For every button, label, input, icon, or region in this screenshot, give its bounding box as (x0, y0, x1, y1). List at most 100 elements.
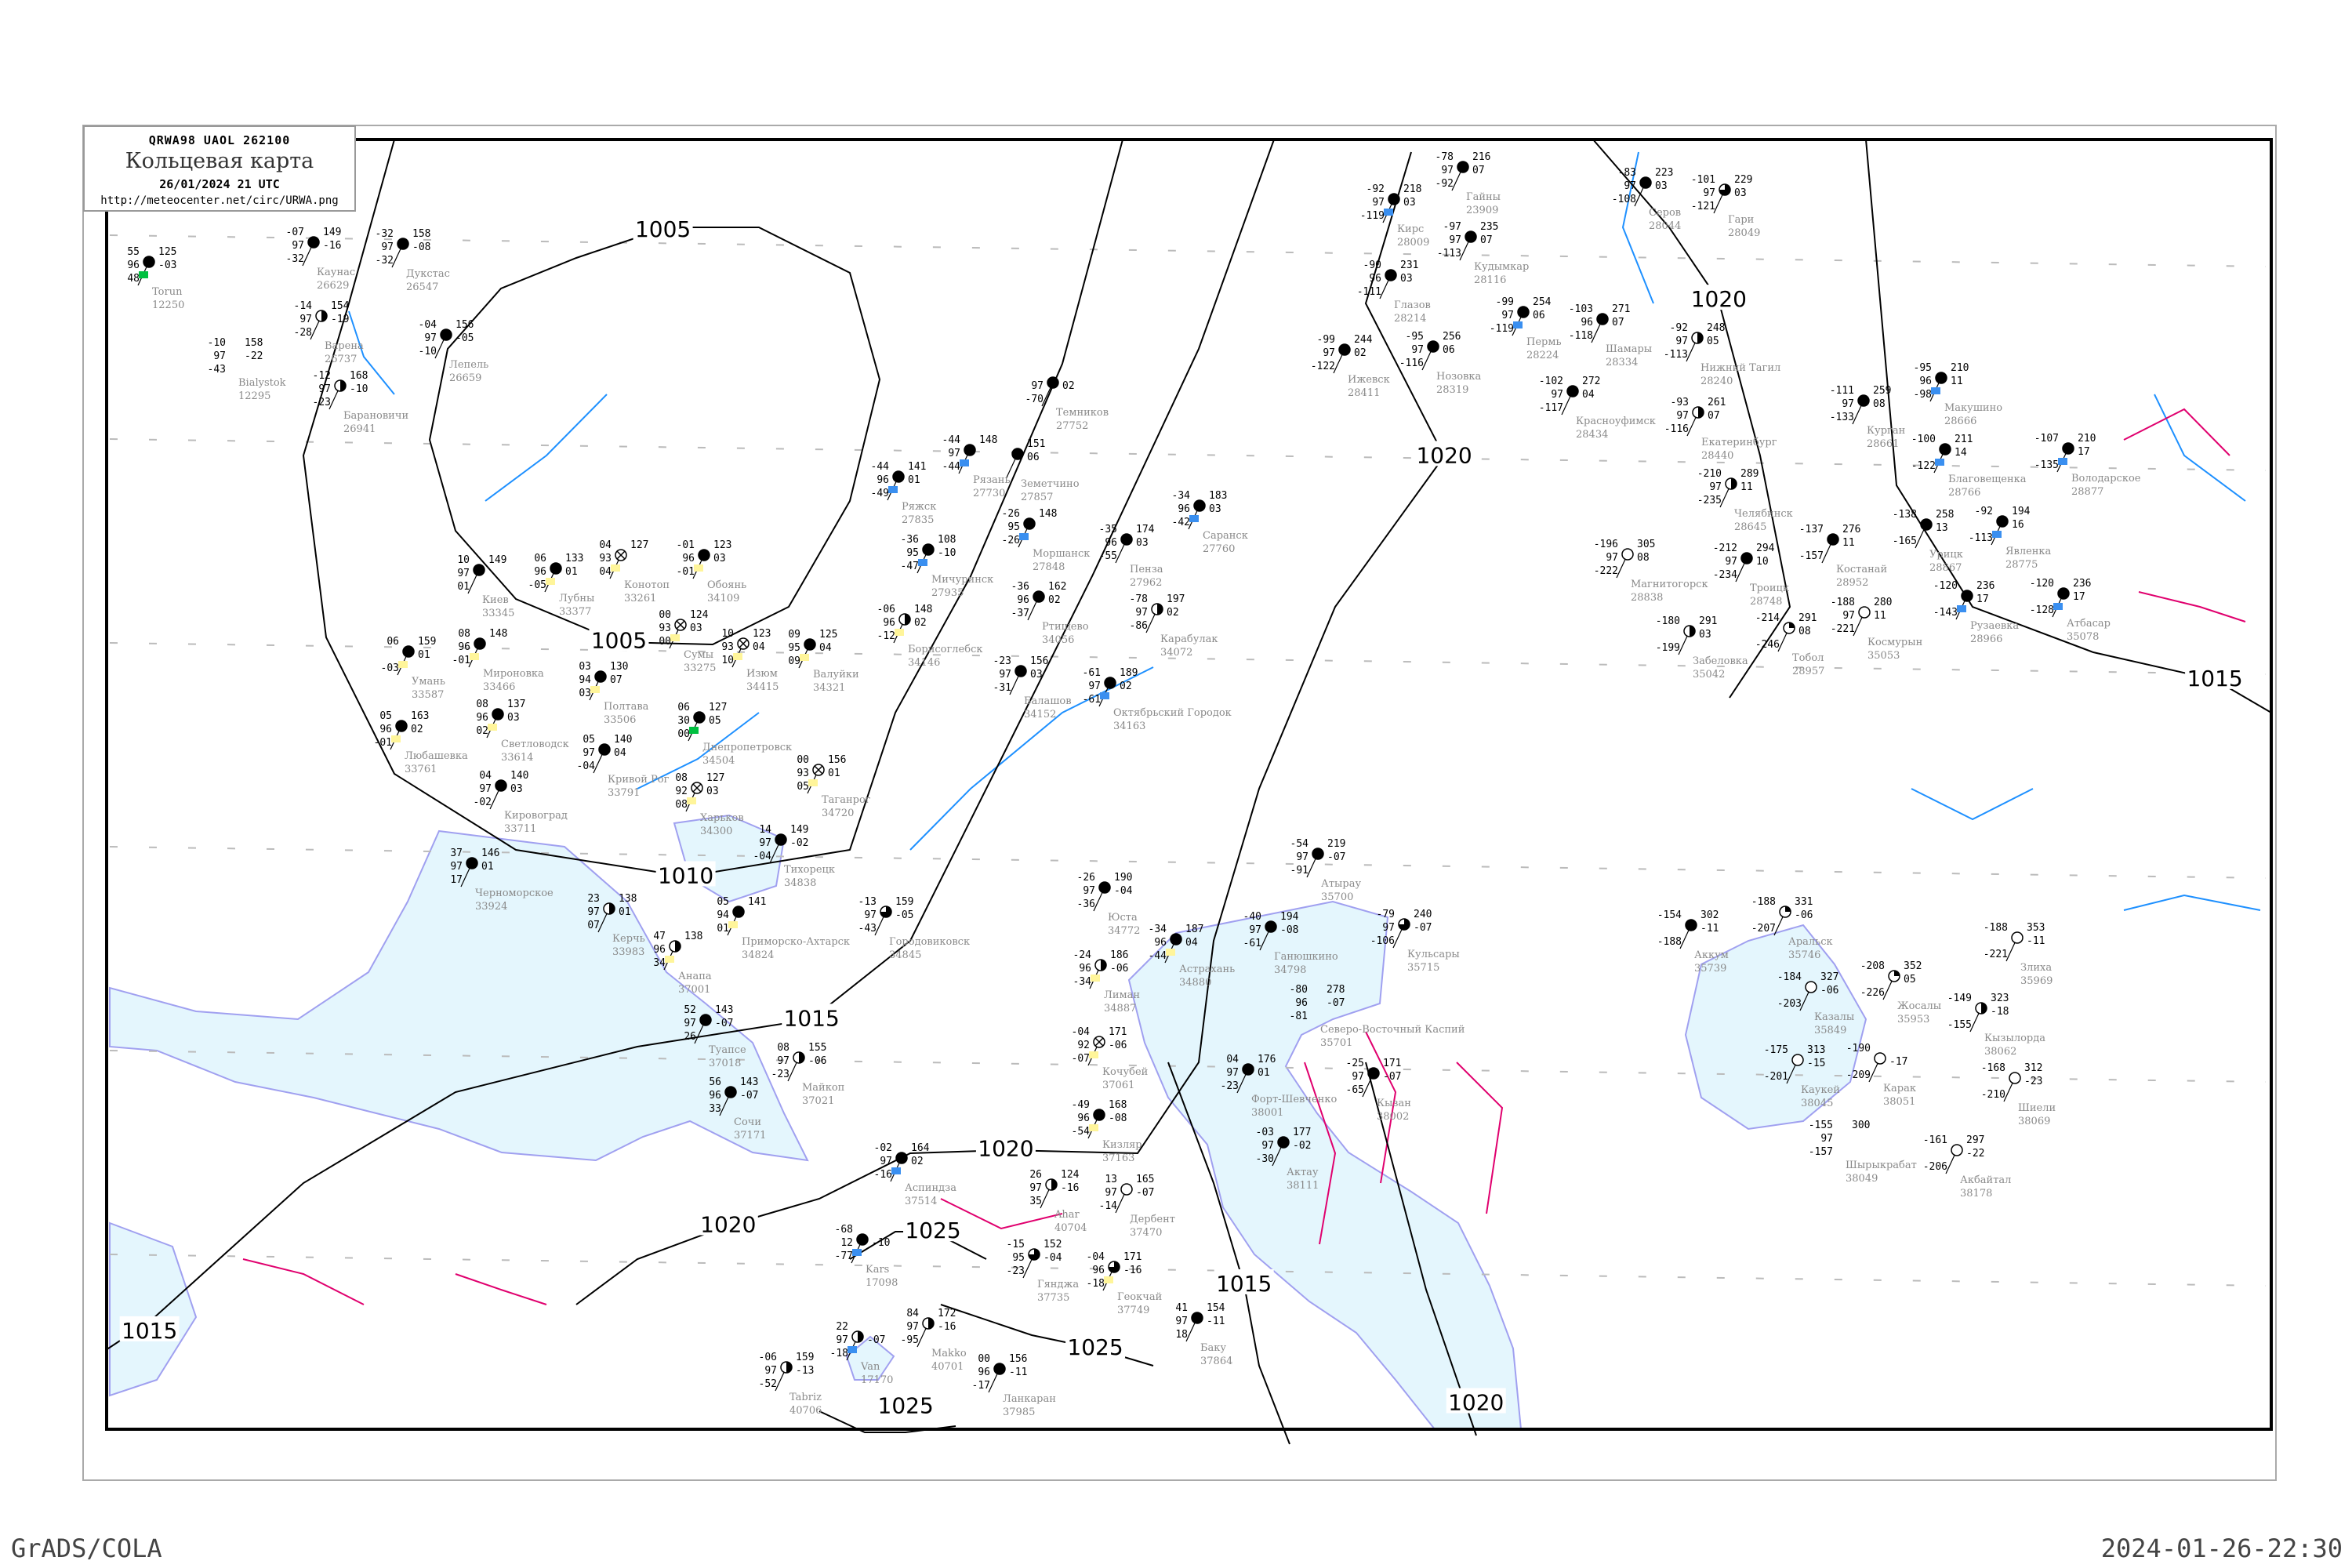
station-38002[interactable]: -25 171 97 -07 -65 Кызан 38002 (1346, 1058, 1411, 1123)
station-38178[interactable]: -161 297 -22 -206 Акбайтал 38178 (1923, 1134, 2012, 1200)
station-37514[interactable]: -02 164 97 02 -16 Аспиндза 37514 (874, 1142, 957, 1207)
station-38051[interactable]: -190 -17 -209 Карак 38051 (1846, 1043, 1916, 1108)
station-38045[interactable]: -175 313 -15 -201 Каукей 38045 (1764, 1044, 1840, 1109)
station-37735[interactable]: -15 152 95 -04 -23 Гянджа 37735 (1007, 1239, 1080, 1304)
station-34880[interactable]: -34 187 96 04 -44 Астрахань 34880 (1149, 924, 1236, 989)
station-33345[interactable]: 10 149 97 01 Киев 33345 (457, 554, 514, 619)
station-37864[interactable]: 41 154 97 -11 18 Баку 37864 (1175, 1302, 1232, 1367)
station-40701[interactable]: 84 172 97 -16 -95 Makko 40701 (901, 1308, 967, 1373)
station-37018[interactable]: 52 143 97 -07 26 Туапсе 37018 (684, 1004, 746, 1069)
source-url[interactable]: http://meteocenter.net/circ/URWA.png (100, 194, 339, 207)
station-35715[interactable]: -79 240 97 -07 -106 Кульсары 35715 (1370, 909, 1460, 974)
station-23909[interactable]: -78 216 97 07 -92 Гайны 23909 (1436, 151, 1501, 216)
station-28009[interactable]: -92 218 97 03 -119 Кирс 28009 (1360, 183, 1430, 249)
station-37171[interactable]: 56 143 96 -07 33 Сочи 37171 (709, 1076, 766, 1142)
station-34720[interactable]: 00 156 93 01 05 Таганрог 34720 (797, 754, 870, 819)
station-38111[interactable]: -03 177 97 -02 -30 Актау 38111 (1256, 1127, 1319, 1192)
station-28224[interactable]: -99 254 97 06 -119 Пермь 28224 (1490, 296, 1562, 361)
station-26737[interactable]: -14 154 97 -19 -28 Варена 26737 (294, 300, 364, 365)
station-28666[interactable]: -95 210 96 11 -98 Макушино 28666 (1914, 362, 2003, 427)
station-34887[interactable]: -24 186 96 -06 -34 Лиман 34887 (1073, 949, 1141, 1014)
station-33377[interactable]: 06 133 96 01 -05 Лубны 33377 (528, 553, 595, 618)
station-37061[interactable]: -04 171 92 -06 -07 Кочубей 37061 (1072, 1026, 1149, 1091)
station-34109[interactable]: -01 123 96 03 -01 Обоянь 34109 (677, 539, 747, 604)
station-34146[interactable]: -06 148 96 02 -12 Борисоглебск 34146 (877, 604, 983, 669)
station-34300[interactable]: 08 127 92 03 08 Харьков 34300 (675, 772, 743, 837)
station-28214[interactable]: -90 231 96 03 -111 Глазов 28214 (1357, 260, 1431, 325)
station-28434[interactable]: -102 272 97 04 -117 Красноуфимск 28434 (1539, 376, 1656, 441)
station-33261[interactable]: 04 127 93 04 Конотоп 33261 (599, 539, 670, 604)
station-34072[interactable]: -78 197 97 02 -86 Карабулак 34072 (1130, 593, 1218, 659)
station-27730[interactable]: -44 148 97 -44 Рязань 27730 (942, 434, 1011, 499)
station-26629[interactable]: -07 149 97 -16 -32 Каунас 26629 (286, 227, 356, 292)
station-40706[interactable]: -06 159 97 -13 -52 Tabriz 40706 (759, 1352, 822, 1417)
station-38001[interactable]: 04 176 97 01 -23 Форт-Шевченко 38001 (1221, 1054, 1338, 1119)
station-35739[interactable]: -154 302 -11 -188 Аккум 35739 (1657, 909, 1729, 975)
station-35701[interactable]: -80 278 96 -07 -81 Северо-Восточный Каспий357… (1290, 984, 1465, 1049)
station-28748[interactable]: -212 294 97 10 -234 Троицк 28748 (1713, 543, 1789, 608)
station-28838[interactable]: -196 305 97 08 -222 Магнитогорск 28838 (1594, 539, 1708, 604)
station-35053[interactable]: -188 280 97 11 -221 Космурын 35053 (1831, 597, 1923, 662)
station-35953[interactable]: -208 352 05 -226 Жосалы 35953 (1860, 960, 1941, 1025)
station-28440[interactable]: -93 261 97 07 -116 Екатеринбург 28440 (1664, 397, 1777, 462)
station-34152[interactable]: -23 156 97 03 -31 Балашов 34152 (993, 655, 1072, 720)
station-33614[interactable]: 08 137 96 03 02 Светловодск 33614 (476, 699, 568, 764)
station-37470[interactable]: 13 165 97 -07 -14 Дербент 37470 (1099, 1174, 1175, 1239)
station-37749[interactable]: -04 171 96 -16 -18 Геокчай 37749 (1087, 1251, 1163, 1316)
station-28334[interactable]: -103 271 96 07 -118 Шамары 28334 (1569, 303, 1652, 368)
station-35849[interactable]: -184 327 -06 -203 Казалы 35849 (1777, 971, 1855, 1036)
station-28957[interactable]: -214 291 08 -246 Тобол 28957 (1755, 612, 1825, 677)
station-38062[interactable]: -149 323 -18 -155 Кызылорда 38062 (1947, 993, 2046, 1058)
station-38069[interactable]: -168 312 -23 -210 Шиели 38069 (1981, 1062, 2056, 1127)
station-27962[interactable]: -35 174 96 03 -55 Пенза 27962 (1099, 524, 1163, 589)
station-34504[interactable]: 06 127 30 05 00 Днепропетровск 34504 (677, 702, 792, 767)
station-28766[interactable]: -100 211 14 -122 Благовещенка 28766 (1911, 434, 2027, 499)
station-27857[interactable]: 151 06 Земетчино 27857 (1006, 438, 1080, 503)
station-28240[interactable]: -92 248 97 05 -113 Нижний Тагил 28240 (1664, 322, 1781, 387)
